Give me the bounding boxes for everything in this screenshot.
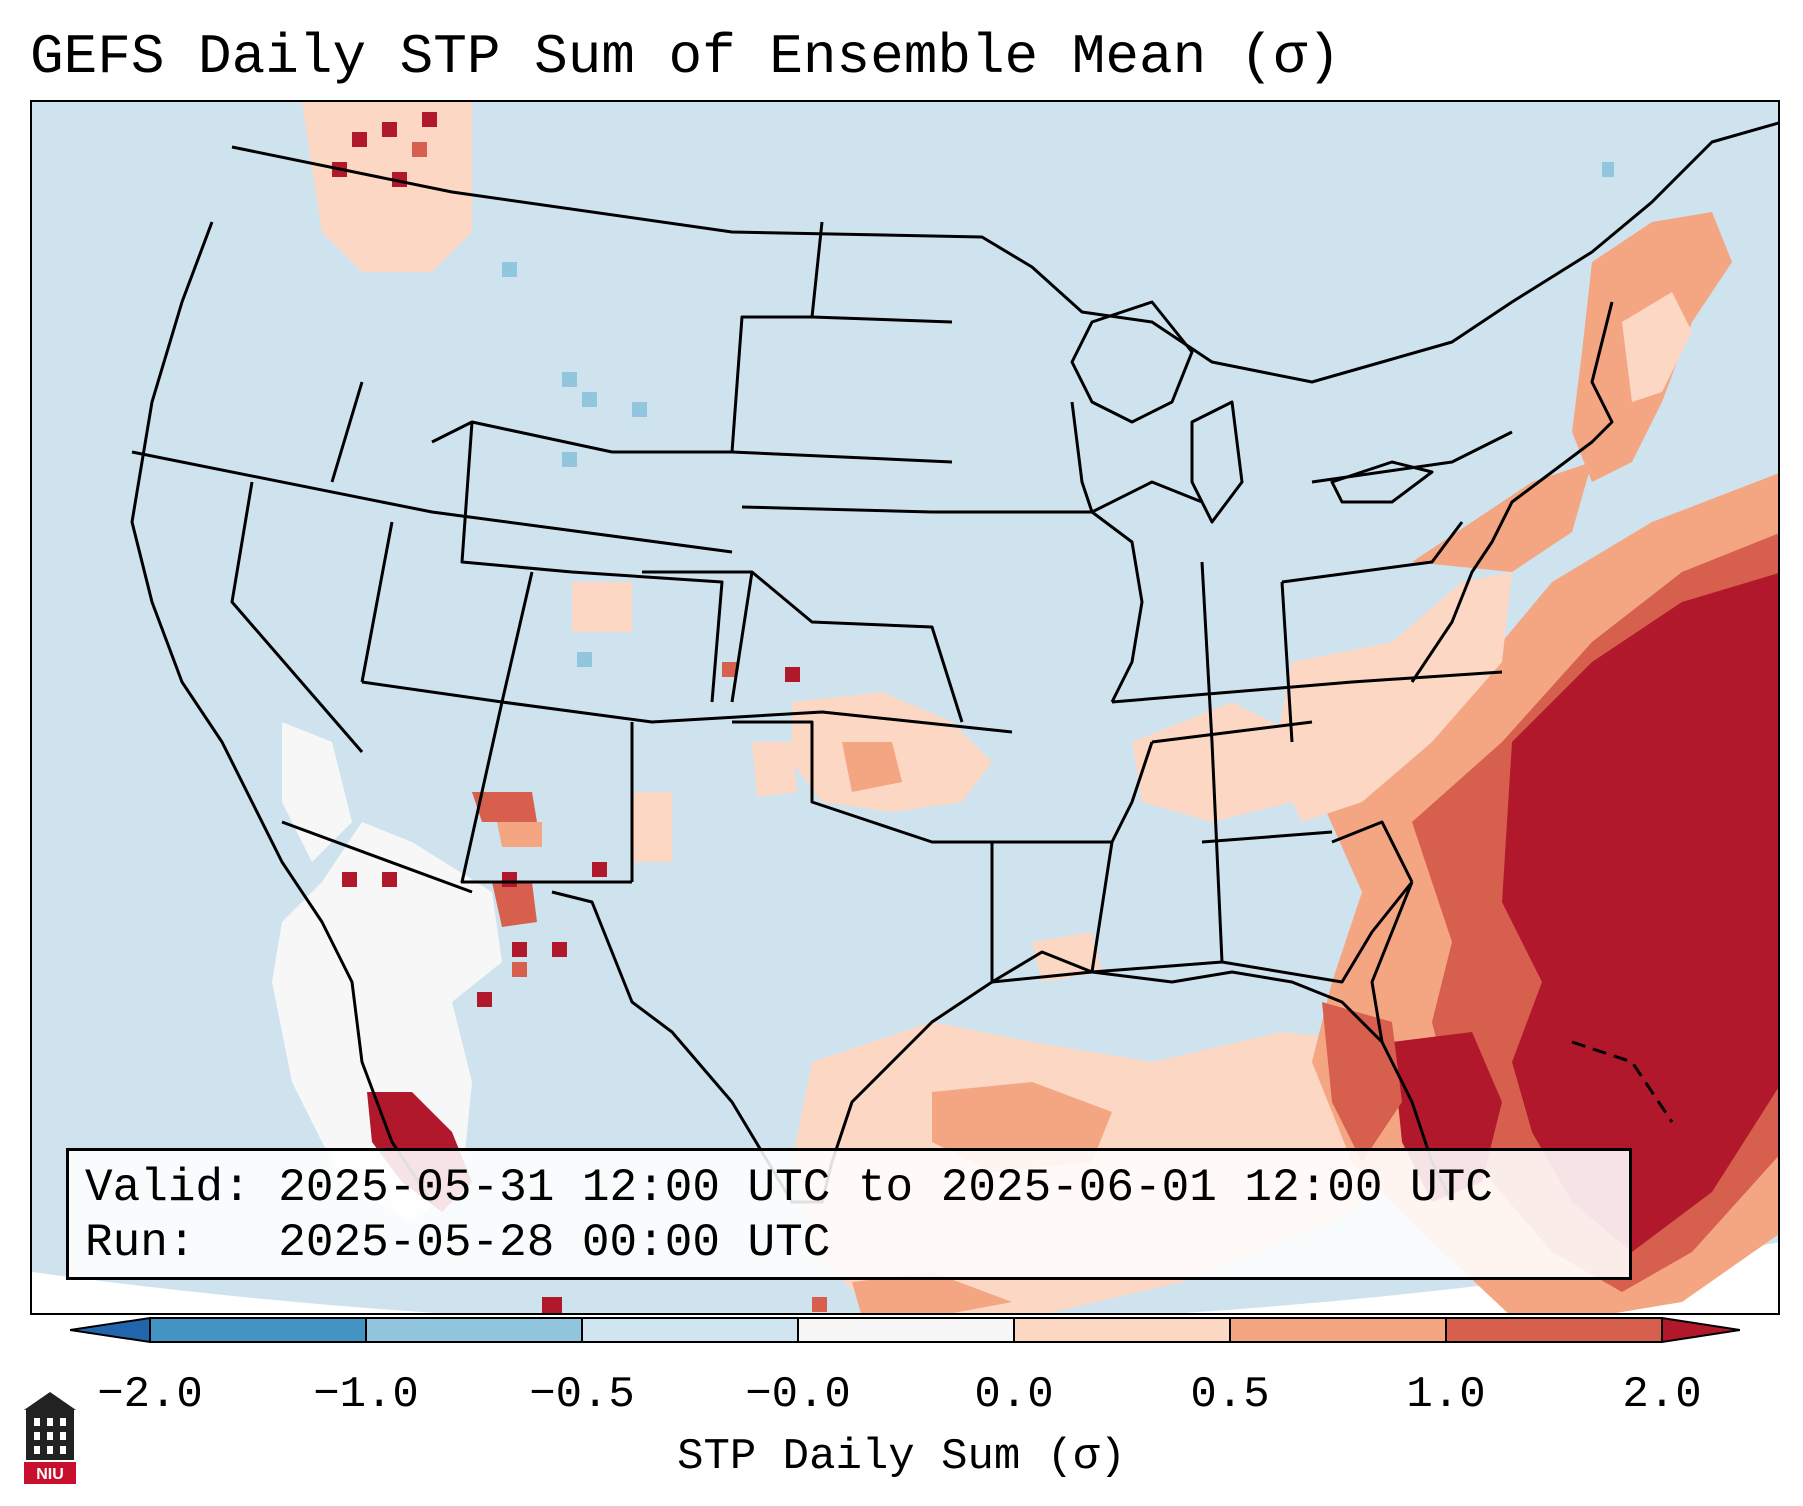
colorbar-bin [582,1318,798,1342]
colorbar-tick-label: −1.0 [313,1370,419,1420]
state-boundaries [130,121,1778,1204]
map-title: GEFS Daily STP Sum of Ensemble Mean (σ) [30,25,1341,89]
colorbar-extend-min [70,1316,151,1344]
colorbar-tick-label: −0.5 [529,1370,635,1420]
anomaly-field [272,102,1778,1313]
niu-tower-icon: NIU [24,1392,76,1484]
run-time: 2025-05-28 00:00 UTC [278,1217,831,1269]
colorbar-bin [1230,1318,1446,1342]
run-label: Run: [85,1217,196,1269]
logo-text: NIU [36,1466,64,1483]
colorbar-bin [1446,1318,1662,1342]
colorbar-tick-label: −2.0 [97,1370,203,1420]
valid-label: Valid: [85,1162,251,1214]
colorbar-tick-label: 2.0 [1622,1370,1702,1420]
valid-range: 2025-05-31 12:00 UTC to 2025-06-01 12:00… [278,1162,1493,1214]
colorbar-tick-label: 0.0 [974,1370,1054,1420]
colorbar-tick-label: 0.5 [1190,1370,1270,1420]
colorbar-tick-label: −0.0 [745,1370,851,1420]
colorbar-tick-label: 1.0 [1406,1370,1486,1420]
valid-time-box: Valid: 2025-05-31 12:00 UTC to 2025-06-0… [66,1148,1632,1280]
negative-anomaly-specks [502,162,1614,667]
map-panel [30,100,1780,1315]
colorbar-bin [798,1318,1014,1342]
stp-anomaly-map [32,102,1778,1313]
colorbar-label: STP Daily Sum (σ) [677,1432,1126,1482]
colorbar [70,1316,1740,1344]
colorbar-bin [150,1318,366,1342]
colorbar-extend-max [1661,1316,1740,1344]
colorbar-bin [366,1318,582,1342]
colorbar-bin [1014,1318,1230,1342]
